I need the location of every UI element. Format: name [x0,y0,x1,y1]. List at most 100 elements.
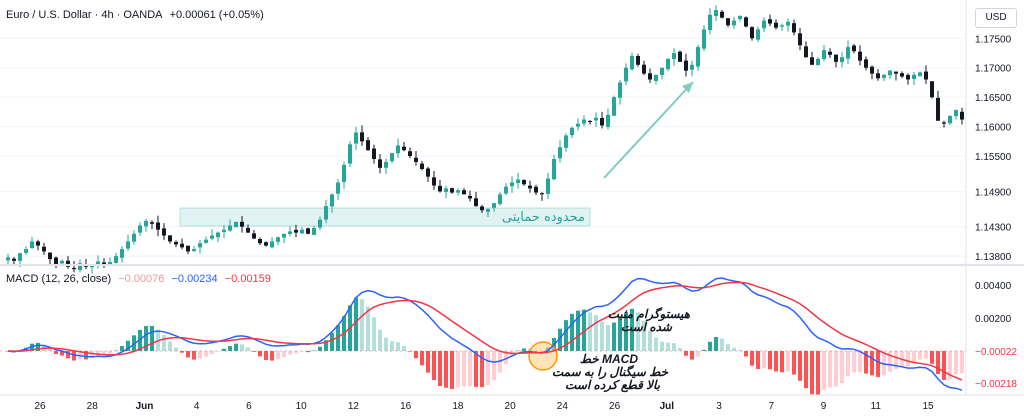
histogram-bar [912,351,916,364]
candle-body [246,227,250,233]
histogram-bar [840,351,844,384]
histogram-bar [198,351,202,359]
histogram-bar [606,324,610,351]
symbol-title[interactable]: Euro / U.S. Dollar · 4h · OANDA [6,9,163,21]
macd-label[interactable]: MACD (12, 26, close) [6,273,112,285]
price-tick: 1.17500 [975,34,1012,45]
candle-body [498,194,502,204]
candle-body [552,159,556,180]
histogram-bar [480,351,484,388]
histogram-bar [810,351,814,395]
time-tick: 3 [716,401,722,412]
candle-body [720,11,724,18]
histogram-bar [516,350,520,352]
histogram-bar [960,351,964,374]
histogram-bar [834,351,838,387]
candle-body [198,243,202,248]
histogram-bar [954,351,958,375]
candle-body [948,116,952,124]
histogram-bar [282,351,286,357]
candle-body [24,249,28,253]
macd-note-3: بالا قطع کرده است [565,378,661,393]
price-tick: 1.15500 [975,152,1012,163]
histogram-bar [732,347,736,351]
histogram-bar [888,351,892,372]
histogram-bar [918,351,922,360]
candle-body [840,57,844,63]
histogram-bar [882,351,886,376]
histogram-bar [678,348,682,351]
macd-note-2: خط سیگنال را به سمت [552,364,669,380]
candle-body [288,231,292,234]
candle-body [36,241,40,246]
histogram-bar [660,341,664,351]
histogram-bar [768,351,772,370]
candle-body [834,54,838,62]
candle-body [864,59,868,68]
candle-body [540,193,544,195]
candle-body [798,33,802,46]
candle-body [330,194,334,207]
macd-header[interactable]: MACD (12, 26, close) −0.00076 −0.00234 −… [6,273,275,285]
histogram-bar [630,308,634,351]
histogram-bar [600,322,604,351]
time-axis[interactable]: 26 28 Jun 4 6 10 12 16 18 20 24 26 Jul 3 7 9 11 15 [34,401,934,412]
candle-body [366,140,370,151]
histogram-bar [402,345,406,351]
candle-body [402,146,406,151]
histogram-bar [594,315,598,351]
price-tick: 1.13800 [975,252,1012,263]
histogram-bar [144,326,148,351]
candle-body [618,82,622,98]
histogram-bar [102,351,106,356]
candle-body [276,237,280,242]
candle-body [510,182,514,187]
histogram-bar [366,306,370,351]
histogram-bar [84,351,88,360]
histogram-bar [744,351,748,357]
candle-body [666,58,670,70]
histogram-bar [906,351,910,367]
histogram-bar [828,351,832,388]
candle-body [858,51,862,61]
time-tick: 7 [769,401,775,412]
histogram-bar [216,351,220,352]
candle-body [264,242,268,246]
histogram-bar [66,351,70,359]
candle-body [318,219,322,228]
histogram-bar [930,351,934,364]
candle-body [474,198,478,207]
histogram-bar [378,329,382,351]
histogram-bar [336,325,340,351]
histogram-bar [318,346,322,351]
candle-body [768,19,772,24]
candle-body [480,206,484,211]
histogram-bar [702,349,706,351]
candle-body [372,148,376,159]
currency-button[interactable]: USD [975,8,1017,28]
symbol-header[interactable]: Euro / U.S. Dollar · 4h · OANDA +0.00061… [6,9,268,21]
histogram-bar [450,351,454,389]
histogram-bar [894,351,898,370]
candle-body [426,168,430,177]
candle-body [282,233,286,238]
candle-body [744,17,748,27]
macd-value-1: −0.00076 [118,273,165,285]
macd-axis[interactable]: 0.00400 0.00200 −0.00022 −0.00218 [975,281,1017,390]
grid [0,37,966,257]
time-tick: 6 [246,401,252,412]
candle-body [942,122,946,124]
histogram-bar [924,351,928,359]
candle-body [390,153,394,162]
histogram-bar [624,313,628,351]
candle-body [564,135,568,148]
histogram-bar [48,349,52,351]
candle-body [846,47,850,59]
candle-body [690,64,694,70]
price-axis[interactable]: 1.17500 1.17000 1.16500 1.16000 1.15500 1.149… [975,34,1012,263]
trend-arrow [603,81,694,179]
candle-body [912,74,916,80]
histogram-bar [492,351,496,381]
candle-body [210,235,214,239]
